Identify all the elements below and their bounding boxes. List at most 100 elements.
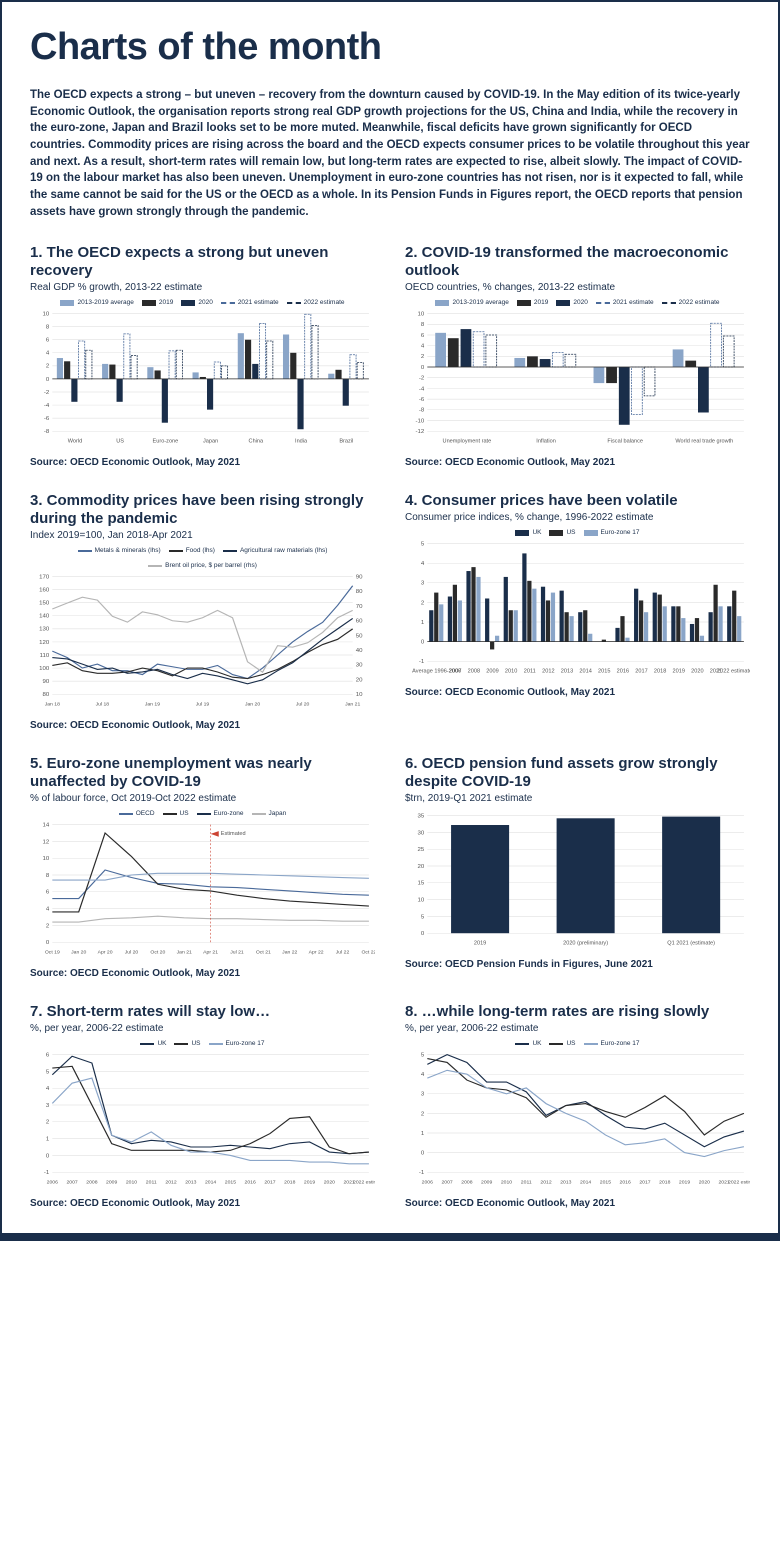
chart-title: 2. COVID-19 transformed the macroeconomi… [405, 244, 750, 280]
svg-text:Q1 2021 (estimate): Q1 2021 (estimate) [667, 941, 715, 947]
chart-title: 4. Consumer prices have been volatile [405, 492, 750, 510]
svg-text:2009: 2009 [481, 1180, 493, 1186]
chart-title: 7. Short-term rates will stay low… [30, 1003, 375, 1021]
svg-text:130: 130 [39, 627, 50, 633]
svg-text:6: 6 [46, 1053, 49, 1059]
svg-text:90: 90 [43, 680, 51, 686]
svg-text:2012: 2012 [165, 1180, 177, 1186]
svg-text:3: 3 [421, 1092, 424, 1098]
svg-text:2007: 2007 [449, 669, 461, 675]
svg-text:0: 0 [46, 377, 50, 383]
chart-source: Source: OECD Economic Outlook, May 2021 [30, 968, 375, 979]
svg-text:Brazil: Brazil [339, 439, 353, 445]
svg-text:2013: 2013 [185, 1180, 197, 1186]
svg-text:2: 2 [421, 601, 424, 607]
svg-text:India: India [295, 439, 307, 445]
svg-text:Jul 22: Jul 22 [336, 950, 350, 956]
svg-text:0: 0 [421, 640, 425, 646]
svg-text:-6: -6 [419, 398, 424, 404]
svg-text:110: 110 [40, 653, 50, 659]
svg-text:2: 2 [46, 924, 49, 930]
svg-text:8: 8 [46, 325, 49, 331]
svg-text:2020: 2020 [324, 1180, 336, 1186]
svg-text:2009: 2009 [486, 669, 498, 675]
svg-text:Jul 21: Jul 21 [230, 950, 244, 956]
svg-text:2012: 2012 [540, 1180, 552, 1186]
svg-text:Jul 18: Jul 18 [96, 702, 110, 708]
svg-text:2: 2 [46, 1120, 49, 1126]
svg-text:2017: 2017 [635, 669, 647, 675]
svg-text:14: 14 [43, 823, 51, 829]
svg-text:China: China [249, 439, 264, 445]
svg-text:1: 1 [46, 1137, 49, 1143]
svg-text:Jan 20: Jan 20 [245, 702, 260, 708]
svg-text:2014: 2014 [579, 669, 591, 675]
svg-text:2017: 2017 [639, 1180, 651, 1186]
svg-text:-4: -4 [419, 387, 425, 393]
svg-text:8: 8 [421, 323, 424, 329]
svg-text:5: 5 [46, 1070, 49, 1076]
svg-text:-6: -6 [44, 417, 49, 423]
svg-text:World: World [68, 439, 82, 445]
svg-text:2012: 2012 [542, 669, 554, 675]
svg-text:2011: 2011 [524, 669, 536, 675]
svg-text:Euro-zone: Euro-zone [153, 439, 179, 445]
svg-text:Jan 21: Jan 21 [177, 950, 192, 956]
svg-text:Jan 19: Jan 19 [145, 702, 160, 708]
svg-text:0: 0 [421, 1151, 425, 1157]
chart-subtitle: Consumer price indices, % change, 1996-2… [405, 512, 750, 523]
svg-text:Oct 19: Oct 19 [45, 950, 60, 956]
svg-text:2007: 2007 [441, 1180, 453, 1186]
svg-text:5: 5 [421, 1053, 424, 1059]
svg-text:160: 160 [39, 588, 50, 594]
svg-text:0: 0 [46, 941, 50, 947]
svg-text:1: 1 [421, 620, 424, 626]
svg-text:2015: 2015 [598, 669, 610, 675]
chart-c6: 6. OECD pension fund assets grow strongl… [405, 755, 750, 979]
svg-text:100: 100 [39, 666, 50, 672]
svg-text:5: 5 [421, 542, 424, 548]
svg-text:80: 80 [43, 693, 51, 699]
svg-text:2018: 2018 [654, 669, 666, 675]
svg-text:2010: 2010 [501, 1180, 513, 1186]
svg-text:0: 0 [421, 932, 425, 938]
chart-source: Source: OECD Economic Outlook, May 2021 [30, 457, 375, 468]
svg-text:2011: 2011 [521, 1180, 532, 1186]
chart-legend: 2013-2019 average201920202021 estimate20… [30, 299, 375, 306]
chart-title: 5. Euro-zone unemployment was nearly una… [30, 755, 375, 791]
svg-text:20: 20 [356, 678, 364, 684]
svg-text:2009: 2009 [106, 1180, 118, 1186]
svg-text:2: 2 [421, 355, 424, 361]
chart-subtitle: Index 2019=100, Jan 2018-Apr 2021 [30, 530, 375, 541]
svg-text:Jan 18: Jan 18 [45, 702, 60, 708]
svg-text:4: 4 [46, 351, 50, 357]
svg-text:2022 estimate: 2022 estimate [717, 669, 750, 675]
svg-text:140: 140 [39, 614, 50, 620]
svg-text:60: 60 [356, 619, 364, 625]
svg-text:2018: 2018 [284, 1180, 296, 1186]
svg-text:Estimated: Estimated [221, 831, 246, 837]
chart-c2: 2. COVID-19 transformed the macroeconomi… [405, 244, 750, 468]
svg-text:US: US [116, 439, 124, 445]
chart-source: Source: OECD Economic Outlook, May 2021 [405, 687, 750, 698]
chart-subtitle: $trn, 2019-Q1 2021 estimate [405, 793, 750, 804]
svg-text:30: 30 [356, 663, 364, 669]
svg-text:4: 4 [421, 562, 425, 568]
svg-text:2013: 2013 [560, 1180, 572, 1186]
svg-text:Apr 21: Apr 21 [203, 950, 218, 956]
svg-text:170: 170 [39, 575, 50, 581]
chart-c3: 3. Commodity prices have been rising str… [30, 492, 375, 731]
chart-source: Source: OECD Pension Funds in Figures, J… [405, 959, 750, 970]
svg-text:2010: 2010 [505, 669, 517, 675]
svg-text:2016: 2016 [620, 1180, 632, 1186]
svg-text:-1: -1 [419, 660, 424, 666]
svg-text:Apr 22: Apr 22 [309, 950, 324, 956]
svg-text:World real trade growth: World real trade growth [675, 439, 733, 445]
svg-text:2016: 2016 [617, 669, 629, 675]
charts-grid: 1. The OECD expects a strong but uneven … [30, 244, 750, 1209]
svg-text:-4: -4 [44, 403, 50, 409]
svg-text:2014: 2014 [205, 1180, 217, 1186]
svg-text:1: 1 [421, 1131, 424, 1137]
svg-text:4: 4 [46, 907, 50, 913]
svg-text:50: 50 [356, 634, 364, 640]
